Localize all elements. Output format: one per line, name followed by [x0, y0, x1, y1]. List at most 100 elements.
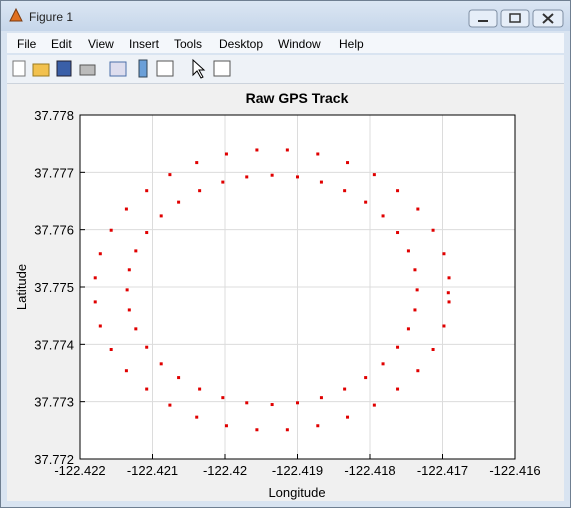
print-icon[interactable] [79, 64, 96, 76]
point [316, 424, 320, 428]
y-tick-label: 37.778 [34, 108, 74, 123]
point [319, 396, 323, 400]
point [177, 376, 181, 380]
title-icons [9, 7, 564, 28]
x-tick-label: -122.419 [272, 463, 323, 478]
point [255, 148, 259, 152]
point [446, 291, 450, 295]
point [406, 249, 410, 253]
point [364, 200, 368, 204]
window-title: Figure 1 [29, 10, 74, 24]
x-axis-label: Longitude [268, 485, 325, 500]
point [109, 347, 113, 351]
point [93, 276, 97, 280]
point [124, 207, 128, 211]
app-icon [9, 7, 23, 22]
point [245, 175, 249, 179]
point [396, 189, 400, 193]
new-icon[interactable] [12, 60, 26, 77]
point [134, 249, 138, 253]
y-tick-label: 37.775 [34, 280, 74, 295]
menu-item[interactable]: Tools [174, 37, 203, 51]
point [416, 369, 420, 373]
minimize-button[interactable] [468, 9, 498, 28]
point [159, 362, 163, 366]
point [431, 347, 435, 351]
x-tick-label: -122.422 [54, 463, 105, 478]
menu-item[interactable]: Window [278, 37, 321, 51]
toolbar [7, 55, 564, 84]
point [127, 308, 131, 312]
menu-item[interactable]: File [17, 37, 37, 51]
point [343, 387, 347, 391]
menu-item[interactable]: Help [339, 37, 364, 51]
point [270, 173, 274, 177]
point [177, 200, 181, 204]
save-icon[interactable] [56, 60, 72, 77]
open-icon[interactable] [32, 63, 50, 77]
point [195, 415, 199, 419]
point [285, 428, 289, 432]
point [145, 189, 149, 193]
point [145, 231, 149, 235]
menu-item[interactable]: View [88, 37, 114, 51]
point [372, 403, 376, 407]
point [270, 403, 274, 407]
point [134, 327, 138, 331]
y-tick-label: 37.776 [34, 223, 74, 238]
menu-item[interactable]: Edit [51, 37, 72, 51]
point [125, 288, 129, 292]
point [285, 148, 289, 152]
point [224, 424, 228, 428]
point [224, 152, 228, 156]
point [413, 308, 417, 312]
point [221, 180, 225, 184]
y-tick-label: 37.773 [34, 395, 74, 410]
point [346, 415, 350, 419]
point [381, 214, 385, 218]
point [406, 327, 410, 331]
y-tick-label: 37.772 [34, 452, 74, 467]
point [145, 345, 149, 349]
point [168, 403, 172, 407]
point [159, 214, 163, 218]
maximize-button[interactable] [500, 9, 530, 28]
point [415, 288, 419, 292]
point [447, 300, 451, 304]
point [127, 268, 131, 272]
pointer-icon[interactable] [192, 58, 206, 79]
point [381, 362, 385, 366]
menu-item[interactable]: Desktop [219, 37, 264, 51]
point [372, 173, 376, 177]
colorbar-icon[interactable] [138, 59, 148, 78]
point [396, 387, 400, 391]
menu-bar: File Edit View Insert Tools Desktop Window Help [7, 33, 564, 53]
x-tick-label: -122.418 [344, 463, 395, 478]
point [343, 189, 347, 193]
point [255, 428, 259, 432]
link-icon[interactable] [109, 61, 127, 77]
plot-tools-icon[interactable] [213, 60, 231, 77]
point [431, 228, 435, 232]
point [413, 268, 417, 272]
point [442, 324, 446, 328]
y-axis-label: Latitude [14, 264, 29, 310]
menu-item[interactable]: Insert [129, 37, 160, 51]
point [296, 401, 299, 405]
x-tick-label: -122.416 [489, 463, 540, 478]
x-tick-label: -122.42 [203, 463, 247, 478]
legend-icon[interactable] [156, 60, 174, 77]
point [396, 231, 400, 235]
point [195, 161, 199, 165]
point [198, 189, 202, 193]
point [145, 387, 149, 391]
point [396, 345, 400, 349]
point [319, 180, 323, 184]
y-tick-label: 37.777 [34, 165, 74, 180]
point [442, 252, 446, 256]
toolbar-icons [12, 58, 231, 79]
point [221, 396, 225, 400]
chart-title: Raw GPS Track [246, 90, 349, 106]
point [109, 228, 113, 232]
